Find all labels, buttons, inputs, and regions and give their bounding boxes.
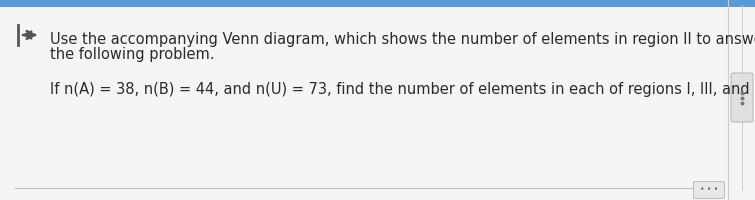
Bar (0, 0, 755, 7)
FancyBboxPatch shape (731, 73, 753, 122)
Text: If n(A) = 38, n(B) = 44, and n(U) = 73, find the number of elements in each of r: If n(A) = 38, n(B) = 44, and n(U) = 73, … (50, 82, 755, 97)
Text: Use the accompanying Venn diagram, which shows the number of elements in region : Use the accompanying Venn diagram, which… (50, 32, 755, 47)
FancyBboxPatch shape (694, 182, 725, 198)
Text: • • •: • • • (700, 186, 718, 194)
Text: the following problem.: the following problem. (50, 47, 214, 62)
